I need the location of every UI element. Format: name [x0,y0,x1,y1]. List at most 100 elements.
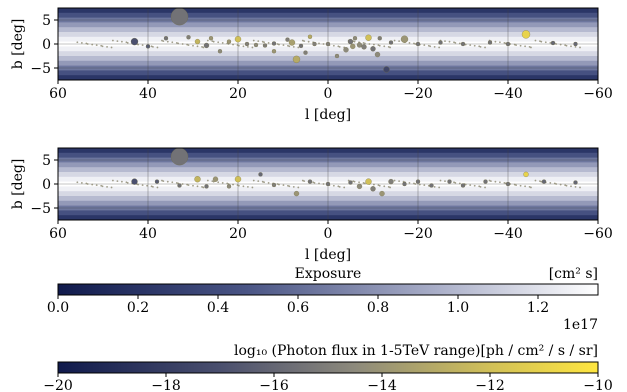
source-point [343,47,349,53]
x-tick-label: −20 [403,226,433,242]
faint-source [524,45,526,48]
x-tick-label: 40 [139,86,157,102]
top-xlabel: l [deg] [305,107,351,123]
source-point [212,176,219,182]
faint-source [544,41,547,44]
colorbar-tick-label: 0.6 [287,300,309,316]
faint-source [171,181,174,184]
faint-source [247,45,249,48]
source-point [170,148,189,166]
y-tick-label: −5 [30,61,51,77]
top-sources [76,8,581,73]
faint-source [464,43,467,46]
faint-source [267,181,270,184]
faint-source [212,40,215,43]
faint-source [383,185,386,188]
y-tick-label: 5 [42,153,51,169]
x-tick-label: −20 [403,86,433,102]
source-point [244,41,250,47]
faint-source [247,185,249,188]
faint-source [528,45,531,48]
faint-source [156,186,159,189]
faint-source [332,184,335,187]
faint-source [393,179,396,182]
faint-source [313,181,316,184]
faint-source [121,40,123,43]
y-tick-label: −5 [30,201,51,217]
source-point [377,36,382,41]
faint-source [242,185,245,188]
faint-source [278,183,280,186]
x-tick-label: −60 [583,86,613,102]
faint-source [438,46,441,49]
faint-source [398,180,400,183]
source-point [325,181,331,187]
source-point [374,51,381,58]
faint-source [166,180,169,183]
source-point [573,41,578,47]
faint-source [76,41,79,44]
faint-source [418,183,421,186]
faint-source [276,183,279,185]
faint-source [192,184,194,187]
source-point [170,8,189,26]
faint-source [288,45,291,48]
colorbar-tick-label: −16 [259,378,289,392]
y-tick-label: 0 [42,177,51,193]
colorbar-tick-label: 1.2 [527,300,549,316]
faint-source [297,46,300,49]
faint-source [377,184,380,187]
faint-source [91,43,94,46]
source-point [226,39,232,44]
faint-source [433,185,436,188]
source-point [186,35,191,40]
source-point [271,41,277,46]
faint-source [175,181,178,184]
faint-source [530,46,532,49]
flux-colorbar: log₁₀ (Photon flux in 1-5TeV range)[ph /… [43,343,613,392]
source-point [293,190,300,197]
source-point [177,183,182,188]
source-point [307,34,313,39]
faint-source [564,44,567,47]
faint-source [146,184,149,187]
faint-source [257,180,260,183]
source-point [447,179,452,184]
faint-source [161,39,163,42]
bottom-ylabel: b [deg] [10,159,26,210]
flux-colorbar-ticks: −20 −18 −16 −14 −12 −10 [43,373,613,392]
faint-source [196,45,199,48]
source-point [541,179,547,184]
faint-source [206,179,209,182]
faint-source [503,181,506,184]
source-point [234,36,242,43]
source-point [356,42,363,48]
faint-source [318,42,320,45]
faint-source [438,186,441,189]
faint-source [106,45,108,48]
faint-source [393,39,396,42]
source-point [154,179,160,184]
faint-source [278,43,280,46]
faint-source [292,45,295,48]
faint-source [540,40,543,43]
faint-source [408,41,411,44]
faint-source [276,43,279,45]
source-point [370,186,376,192]
source-point [130,37,139,46]
faint-source [211,180,214,183]
faint-source [414,43,417,45]
faint-source [100,184,103,187]
faint-source [307,40,310,43]
faint-source [287,44,289,47]
source-point [234,176,242,183]
faint-source [539,180,541,183]
source-point [334,53,340,59]
faint-source [95,44,98,47]
colorbar-tick-label: −14 [367,378,397,392]
source-point [415,179,421,184]
faint-source [121,180,123,183]
faint-source [86,43,89,45]
faint-source [559,183,562,186]
faint-source [362,181,365,184]
